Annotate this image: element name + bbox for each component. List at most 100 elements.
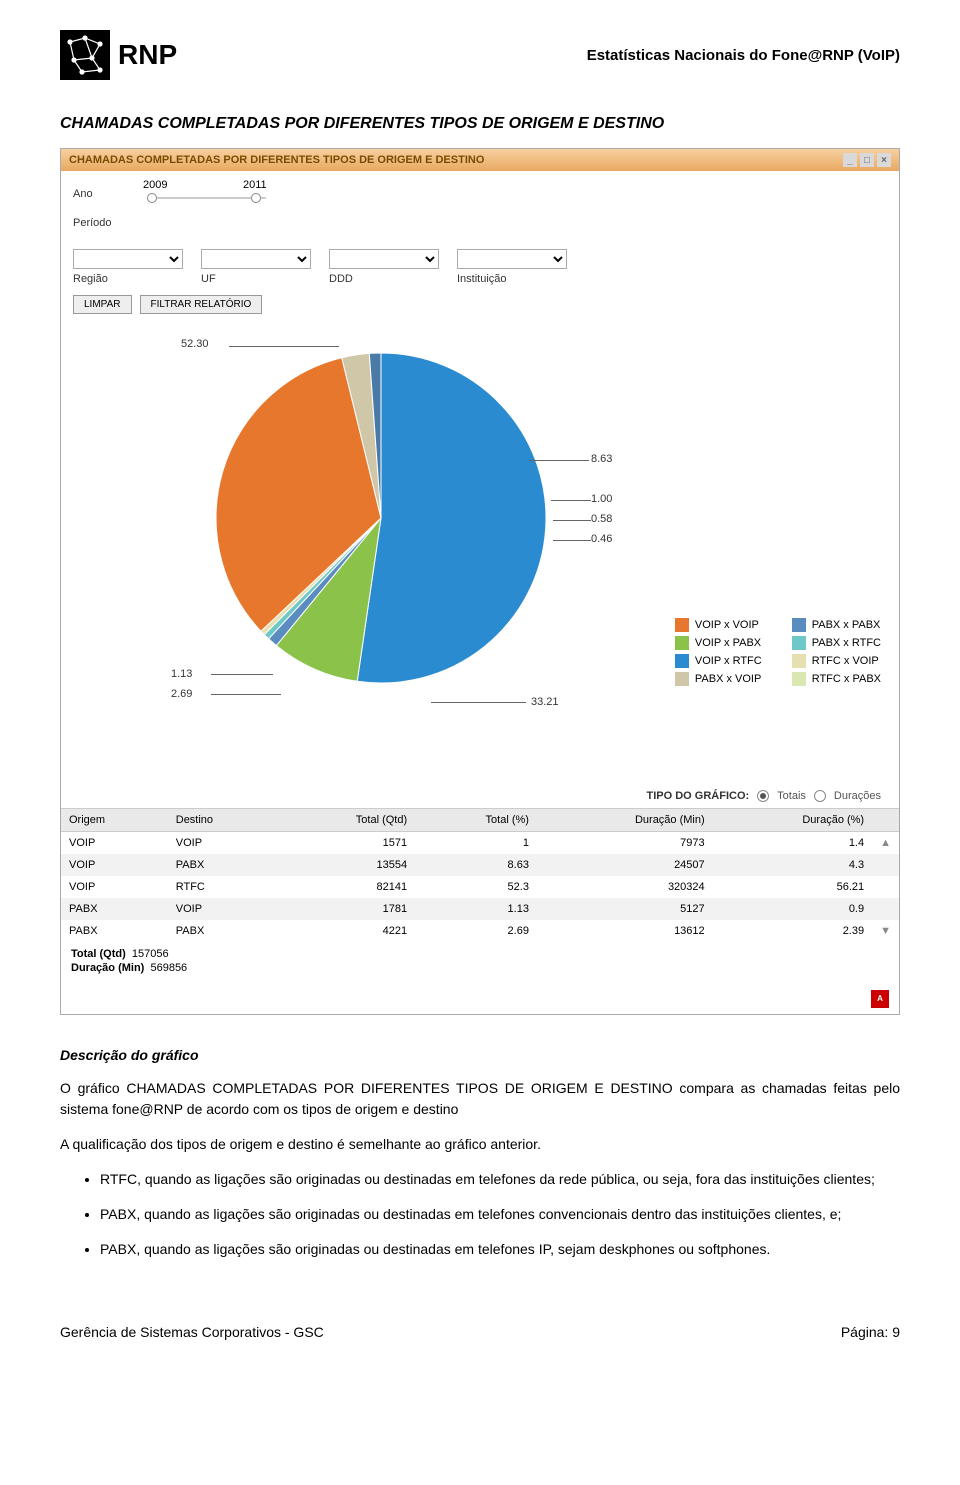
table-cell: 4221	[277, 920, 415, 942]
pie-callout: 52.30	[181, 338, 209, 350]
table-cell: 1	[415, 832, 537, 855]
pie-callout: 1.13	[171, 668, 192, 680]
table-cell: 5127	[537, 898, 713, 920]
chart-type-selector: TIPO DO GRÁFICO: Totais Durações	[647, 790, 882, 802]
table-header[interactable]: Origem	[61, 809, 168, 832]
table-cell: 24507	[537, 854, 713, 876]
table-cell: VOIP	[168, 898, 277, 920]
table-header[interactable]: Duração (%)	[713, 809, 872, 832]
page-footer: Gerência de Sistemas Corporativos - GSC …	[0, 1304, 960, 1360]
scroll-up-icon[interactable]: ▲	[880, 837, 891, 849]
table-cell: VOIP	[168, 832, 277, 855]
table-cell: 1571	[277, 832, 415, 855]
table-cell: PABX	[61, 920, 168, 942]
table-cell: 8.63	[415, 854, 537, 876]
footer-right: Página: 9	[841, 1324, 900, 1340]
pie-chart	[211, 348, 551, 688]
filter-label-ddd: DDD	[329, 273, 439, 285]
panel-header: CHAMADAS COMPLETADAS POR DIFERENTES TIPO…	[61, 149, 899, 171]
pdf-export-icon[interactable]: A	[871, 990, 889, 1008]
legend-label: VOIP x PABX	[695, 637, 761, 649]
table-cell: PABX	[61, 898, 168, 920]
legend-item: VOIP x RTFC	[675, 654, 762, 668]
radio-duration[interactable]	[814, 790, 826, 802]
table-header[interactable]: Total (%)	[415, 809, 537, 832]
legend-swatch	[675, 654, 689, 668]
period-label: Período	[73, 217, 112, 229]
filter-select-uf[interactable]	[201, 249, 311, 269]
legend-item: PABX x PABX	[792, 618, 881, 632]
logo-text: RNP	[118, 39, 177, 71]
legend-label: VOIP x RTFC	[695, 655, 762, 667]
table-cell: 13612	[537, 920, 713, 942]
table-cell: 1781	[277, 898, 415, 920]
filter-button[interactable]: FILTRAR RELATÓRIO	[140, 295, 263, 314]
pie-callout: 33.21	[531, 696, 559, 708]
callout-line	[553, 540, 591, 541]
pie-callout: 0.46	[591, 533, 612, 545]
table-cell: 52.3	[415, 876, 537, 898]
slider-handle-to[interactable]	[251, 193, 261, 203]
total-qtd-value: 157056	[132, 948, 169, 960]
callout-line	[211, 694, 281, 695]
legend: VOIP x VOIP PABX x PABX VOIP x PABX PABX x …	[675, 618, 881, 686]
table-header[interactable]: Destino	[168, 809, 277, 832]
logo-icon	[60, 30, 110, 80]
table-row: VOIPPABX135548.63245074.3	[61, 854, 899, 876]
legend-item: VOIP x PABX	[675, 636, 762, 650]
legend-label: PABX x PABX	[812, 619, 881, 631]
slider-handle-from[interactable]	[147, 193, 157, 203]
legend-swatch	[792, 654, 806, 668]
radio-totals-label: Totais	[777, 790, 806, 802]
section-title: CHAMADAS COMPLETADAS POR DIFERENTES TIPO…	[60, 115, 900, 133]
page-header: RNP Estatísticas Nacionais do Fone@RNP (…	[60, 30, 900, 80]
chart-type-label: TIPO DO GRÁFICO:	[647, 790, 750, 802]
pie-callout: 1.00	[591, 493, 612, 505]
legend-item: VOIP x VOIP	[675, 618, 762, 632]
year-slider[interactable]: 2009 2011	[143, 179, 343, 209]
filter-label-instituição: Instituição	[457, 273, 567, 285]
panel-title: CHAMADAS COMPLETADAS POR DIFERENTES TIPO…	[69, 154, 484, 166]
desc-p1: O gráfico CHAMADAS COMPLETADAS POR DIFER…	[60, 1078, 900, 1120]
filter-select-ddd[interactable]	[329, 249, 439, 269]
desc-bullet: PABX, quando as ligações são originadas …	[100, 1204, 900, 1225]
year-to: 2011	[243, 179, 267, 191]
totals: Total (Qtd) 157056 Duração (Min) 569856	[61, 942, 899, 982]
table-row: VOIPRTFC8214152.332032456.21	[61, 876, 899, 898]
filter-select-instituição[interactable]	[457, 249, 567, 269]
legend-swatch	[792, 636, 806, 650]
logo: RNP	[60, 30, 177, 80]
close-icon[interactable]: ×	[877, 153, 891, 167]
table-cell: 82141	[277, 876, 415, 898]
filter-label-uf: UF	[201, 273, 311, 285]
table-cell: 13554	[277, 854, 415, 876]
table-header[interactable]: Duração (Min)	[537, 809, 713, 832]
minimize-icon[interactable]: _	[843, 153, 857, 167]
legend-label: RTFC x PABX	[812, 673, 881, 685]
table-cell: 1.13	[415, 898, 537, 920]
table-cell: 320324	[537, 876, 713, 898]
radio-totals[interactable]	[757, 790, 769, 802]
callout-line	[431, 702, 526, 703]
table-cell: RTFC	[168, 876, 277, 898]
legend-swatch	[675, 618, 689, 632]
year-label: Ano	[73, 188, 113, 200]
maximize-icon[interactable]: □	[860, 153, 874, 167]
table-cell: 0.9	[713, 898, 872, 920]
footer-left: Gerência de Sistemas Corporativos - GSC	[60, 1324, 324, 1340]
callout-line	[553, 520, 591, 521]
data-table: OrigemDestinoTotal (Qtd)Total (%)Duração…	[61, 808, 899, 942]
desc-heading: Descrição do gráfico	[60, 1045, 900, 1066]
table-header[interactable]: Total (Qtd)	[277, 809, 415, 832]
legend-label: RTFC x VOIP	[812, 655, 879, 667]
legend-item: PABX x RTFC	[792, 636, 881, 650]
filter-select-região[interactable]	[73, 249, 183, 269]
table-cell: 4.3	[713, 854, 872, 876]
scroll-down-icon[interactable]: ▼	[880, 925, 891, 937]
clear-button[interactable]: LIMPAR	[73, 295, 132, 314]
legend-label: VOIP x VOIP	[695, 619, 759, 631]
pie-callout: 2.69	[171, 688, 192, 700]
total-qtd-label: Total (Qtd)	[71, 948, 126, 960]
table-cell: 7973	[537, 832, 713, 855]
chart-area: 52.308.631.000.580.4633.212.691.13 VOIP …	[61, 318, 899, 808]
